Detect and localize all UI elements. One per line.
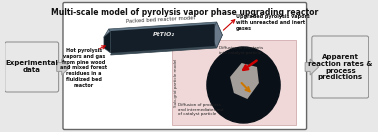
FancyBboxPatch shape xyxy=(5,42,59,92)
FancyBboxPatch shape xyxy=(63,3,307,129)
Text: Hot pyrolysis
vapors and gas
from pine wood
and mixed forest
residues in a
fluid: Hot pyrolysis vapors and gas from pine w… xyxy=(60,48,107,88)
Polygon shape xyxy=(111,35,222,55)
Text: PtTiO₂: PtTiO₂ xyxy=(153,32,175,37)
Text: Packed bed reactor model: Packed bed reactor model xyxy=(126,16,195,24)
Text: Diffusion of products
and intermediates out
of catalyst particle: Diffusion of products and intermediates … xyxy=(178,103,224,116)
Polygon shape xyxy=(111,24,215,53)
Text: Experimental
data: Experimental data xyxy=(5,60,58,74)
Polygon shape xyxy=(57,59,70,75)
FancyBboxPatch shape xyxy=(312,36,369,98)
Polygon shape xyxy=(109,22,222,42)
Polygon shape xyxy=(104,29,115,50)
Text: Upgraded pyrolysis vapors
with unreacted and inert
gases: Upgraded pyrolysis vapors with unreacted… xyxy=(236,14,310,31)
FancyBboxPatch shape xyxy=(172,40,296,125)
Polygon shape xyxy=(211,22,222,48)
Text: Apparent
reaction rates &
process
predictions: Apparent reaction rates & process predic… xyxy=(308,53,372,81)
Polygon shape xyxy=(104,31,111,53)
Text: Diffusion of reactants
into catalyst particle: Diffusion of reactants into catalyst par… xyxy=(219,46,263,55)
Polygon shape xyxy=(305,59,319,75)
Polygon shape xyxy=(230,63,259,99)
Text: Sub-grid particle model: Sub-grid particle model xyxy=(174,58,178,107)
Circle shape xyxy=(207,47,280,123)
Text: Multi-scale model of pyrolysis vapor phase upgrading reactor: Multi-scale model of pyrolysis vapor pha… xyxy=(51,8,318,17)
